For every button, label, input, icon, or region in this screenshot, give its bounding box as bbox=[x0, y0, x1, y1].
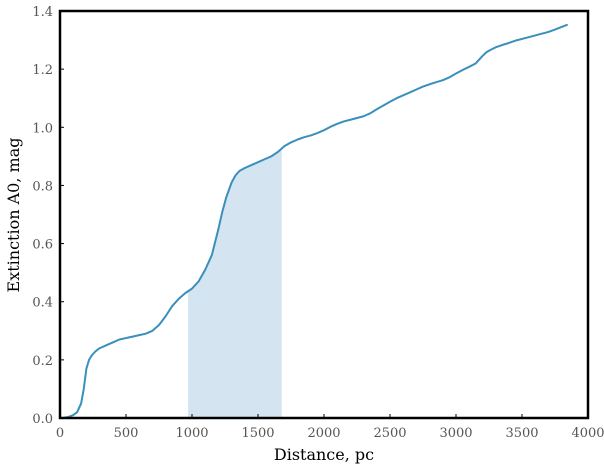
series-line-layer bbox=[61, 23, 568, 419]
y-axis-label: Extinction A0, mag bbox=[4, 138, 23, 293]
y-tick-label: 1.4 bbox=[32, 5, 53, 20]
x-axis-label: Distance, pc bbox=[274, 445, 374, 464]
x-tick-label: 2000 bbox=[307, 426, 340, 441]
y-tick-label: 0.2 bbox=[32, 354, 53, 369]
x-tick-label: 1000 bbox=[175, 426, 208, 441]
y-tick-label: 0.6 bbox=[32, 238, 53, 253]
x-tick-label: 1500 bbox=[241, 426, 274, 441]
x-tick-label: 0 bbox=[56, 426, 64, 441]
y-tick-label: 1.2 bbox=[32, 63, 53, 78]
shaded-region-layer bbox=[188, 148, 282, 418]
series-line bbox=[61, 23, 568, 419]
y-tick-label: 0.4 bbox=[32, 296, 53, 311]
x-axis-ticks: 0 500 1000 1500 2000 2500 3000 3500 4000 bbox=[56, 414, 604, 441]
x-tick-label: 2500 bbox=[373, 426, 406, 441]
y-tick-label: 0.0 bbox=[32, 412, 53, 427]
shaded-region bbox=[188, 148, 282, 418]
y-tick-label: 0.8 bbox=[32, 179, 53, 194]
y-tick-label: 1.0 bbox=[32, 121, 53, 136]
x-tick-label: 3000 bbox=[439, 426, 472, 441]
x-tick-label: 3500 bbox=[505, 426, 538, 441]
y-axis-ticks: 0.0 0.2 0.4 0.6 0.8 1.0 1.2 1.4 bbox=[32, 5, 64, 427]
x-tick-label: 4000 bbox=[571, 426, 604, 441]
x-tick-label: 500 bbox=[114, 426, 139, 441]
